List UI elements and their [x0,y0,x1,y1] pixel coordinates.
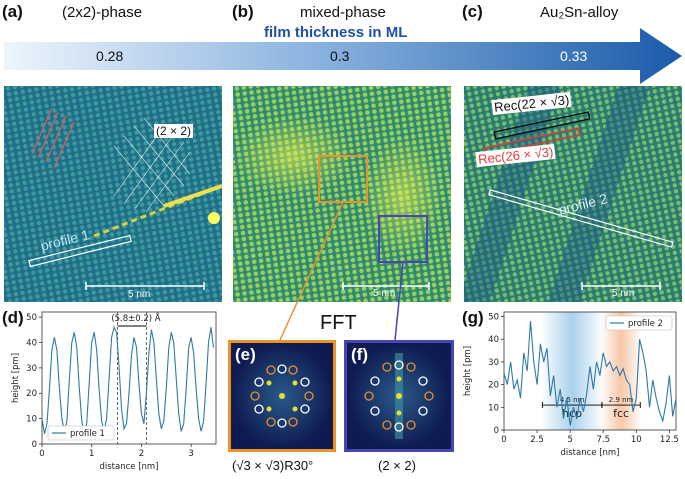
arrow-tick-2: 0.3 [330,48,350,64]
fft-panel-f: (f) [344,340,454,452]
x-tick-label: 2 [139,449,144,459]
region-width-label: 4.5 nm [560,396,585,404]
y-tick-label: 50 [26,313,37,323]
fft-title: FFT [320,312,357,334]
legend-box [605,315,673,331]
legend-label: profile 2 [628,319,663,329]
scale-bar-a: 5 nm [128,289,151,300]
y-tick-label: 30 [26,364,37,374]
y-tick-label: 20 [26,389,37,399]
legend: profile 1 [47,425,115,441]
panel-e-letter: (e) [235,345,256,364]
region-label-fcc: fcc [613,407,629,420]
x-axis-label: distance [nm] [560,448,619,458]
panel-c-title: Au₂Sn-alloy [540,4,619,21]
overlay-2x2-label: (2 × 2) [154,124,194,138]
arrow-tick-3: 0.33 [560,48,588,64]
x-tick-label: 1 [89,449,94,459]
y-tick-label: 30 [488,358,499,368]
legend-label: profile 1 [70,429,105,439]
series-line-profile-1 [41,325,215,434]
panel-b-letter: (b) [232,2,254,21]
region-hcp [542,312,602,430]
panel-b-title: mixed-phase [300,4,386,21]
stm-image-c: Rec(22 × √3) Rec(26 × √3) profile 2 5 nm [464,86,682,302]
x-tick-label: 7.5 [596,435,610,445]
y-tick-label: 40 [26,338,37,348]
panel-f-letter: (f) [351,345,368,364]
y-axis-label: height [pm] [11,353,21,403]
x-tick-label: 0 [39,449,44,459]
series-line-profile-2 [503,321,677,426]
region-width-label: 2.9 nm [609,396,634,404]
stm-image-a: (2 × 2) profile 1 5 nm [4,86,222,302]
panel-d-letter: (d) [2,308,24,327]
y-tick-label: 10 [26,415,37,425]
x-tick-label: 2.5 [530,435,544,445]
panel-g-letter: (g) [462,308,484,327]
thickness-arrow [4,28,682,84]
y-tick-label: 50 [488,313,499,323]
fft-f-caption: (2 × 2) [378,458,416,473]
chart-g: 0 2.5 5 7.5 10 12.5 0 10 20 30 40 50 distance [nm] he… [463,311,679,458]
fft-e-caption: (√3 × √3)R30° [232,458,314,473]
fft-panel-e: (e) [228,340,336,452]
x-axis-label: distance [nm] [99,462,158,472]
plot-frame [503,311,677,431]
y-tick-label: 0 [494,426,499,436]
legend: profile 2 [605,315,673,331]
x-tick-label: 10 [631,435,642,445]
panel-a-letter: (a) [2,2,23,21]
legend-box [47,425,115,441]
annotation-label: (5.8±0.2) Å [111,312,160,324]
stm-image-b: 5 nm [233,86,451,302]
plot-frame [41,311,217,445]
y-tick-label: 20 [488,381,499,391]
panel-c-letter: (c) [462,2,483,21]
y-tick-label: 10 [488,403,499,413]
panel-a-title: (2x2)-phase [62,4,143,21]
y-axis-label: height [pm] [463,346,473,396]
x-tick-label: 12.5 [660,435,679,445]
arrow-title: film thickness in ML [264,24,408,41]
x-tick-label: 0 [501,435,506,445]
scale-bar-c: 5 nm [612,288,635,299]
x-tick-label: 5 [567,435,572,445]
arrow-tick-1: 0.28 [96,48,124,64]
y-tick-label: 0 [32,440,37,450]
x-tick-label: 3 [188,449,193,459]
y-tick-label: 40 [488,335,499,345]
scale-bar-b: 5 nm [373,288,396,299]
